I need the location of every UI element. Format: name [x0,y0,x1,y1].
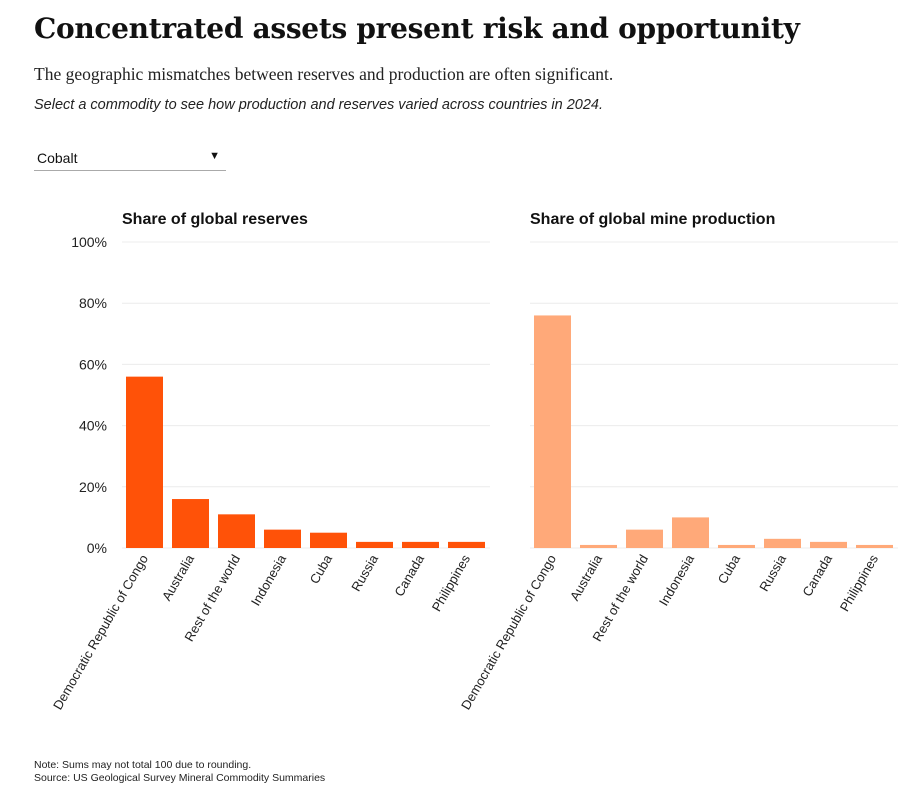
x-category-label: Australia [567,551,606,603]
reserves-bar [310,532,347,548]
footnote: Note: Sums may not total 100 due to roun… [34,759,252,771]
production-chart-title: Share of global mine production [530,211,775,228]
x-category-label: Australia [159,551,198,603]
production-bar [810,541,847,548]
y-tick-label: 100% [71,234,107,250]
x-category-label: Canada [391,551,427,599]
production-bar [626,529,663,548]
production-bar [764,538,801,548]
production-bar [718,544,755,548]
x-category-label: Russia [348,551,381,594]
x-category-label: Indonesia [656,551,698,608]
reserves-bar [402,541,439,548]
y-tick-label: 80% [79,295,107,311]
page-subtitle: The geographic mismatches between reserv… [34,64,614,84]
reserves-bar [448,541,485,548]
x-category-label: Democratic Republic of Congo [458,552,559,712]
x-category-label: Cuba [307,551,336,586]
y-tick-label: 0% [87,540,107,556]
x-category-label: Russia [756,551,789,594]
x-category-label: Cuba [715,551,744,586]
x-category-label: Philippines [837,552,882,614]
x-category-label: Canada [799,551,835,599]
instruction-text: Select a commodity to see how production… [34,97,604,113]
production-bar [672,517,709,548]
x-category-label: Democratic Republic of Congo [50,552,151,712]
x-category-label: Philippines [429,552,474,614]
y-tick-label: 60% [79,356,107,372]
production-bar [580,544,617,548]
y-tick-label: 40% [79,418,107,434]
caret-down-icon: ▼ [209,150,220,162]
production-bar [856,544,893,548]
production-bar [534,315,571,548]
y-tick-label: 20% [79,479,107,495]
reserves-bar [126,376,163,548]
x-category-label: Indonesia [248,551,290,608]
reserves-bar [172,499,209,548]
reserves-bar [356,541,393,548]
commodity-selected-value: Cobalt [37,150,78,166]
commodity-dropdown[interactable]: Cobalt ▼ [34,146,226,171]
source-note: Source: US Geological Survey Mineral Com… [34,772,326,784]
reserves-bar [264,529,301,548]
reserves-bar [218,514,255,548]
reserves-chart-title: Share of global reserves [122,211,308,228]
page-title: Concentrated assets present risk and opp… [34,12,800,45]
